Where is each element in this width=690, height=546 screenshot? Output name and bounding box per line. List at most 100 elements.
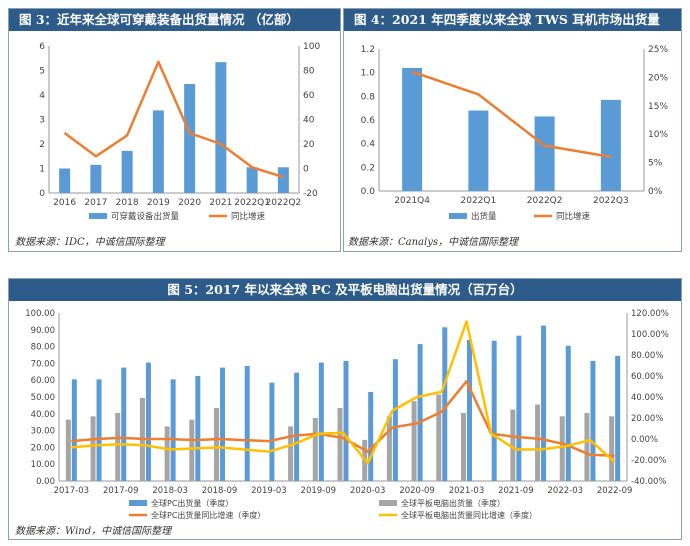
bar-1 <box>246 167 258 193</box>
y-tick-right: 60 <box>303 91 315 101</box>
bar-1 <box>402 67 423 191</box>
bar-2 <box>65 419 71 481</box>
legend-label: 全球平板电脑出货量（季度） <box>401 498 505 508</box>
fig4-panel: 图 4：2021 年四季度以来全球 TWS 耳机市场出货量（亿台） 0.0 0.2… <box>343 8 682 252</box>
y-tick-left: 40.00 <box>31 410 55 420</box>
y-tick-left: 100.00 <box>25 309 55 319</box>
bar-1 <box>318 362 324 481</box>
line-series-2 <box>71 320 616 465</box>
x-tick-label: 2019-03 <box>251 486 287 496</box>
fig4-source: 数据来源：Canalys，中诚信国际整理 <box>348 237 518 248</box>
y-tick-right: 60.00% <box>631 372 663 382</box>
x-tick-label: 2020 <box>178 198 201 208</box>
y-tick-left: 70.00 <box>31 359 55 369</box>
bar-1 <box>184 83 196 193</box>
bar-2 <box>312 418 318 481</box>
y-tick-left: 0.6 <box>361 116 376 126</box>
y-tick-right: 5% <box>648 159 663 169</box>
y-tick-left: 0.8 <box>361 92 376 102</box>
legend-swatch <box>379 500 397 506</box>
y-tick-right: 0 <box>303 165 309 175</box>
bar-1 <box>468 110 489 191</box>
bar-1 <box>615 355 621 481</box>
fig3-chart: 0 1 2 3 4 5 6 -20 0 20 40 60 80 100 2016 2017 2018 2019 20… <box>39 42 320 222</box>
bar-1 <box>215 62 227 193</box>
x-tick-label: 2021Q4 <box>394 196 430 206</box>
bar-1 <box>466 339 472 481</box>
bar-1 <box>534 116 555 191</box>
y-tick-right: 20% <box>648 73 668 83</box>
y-tick-left: 0.4 <box>361 140 376 150</box>
bar-1 <box>277 167 289 193</box>
bar-1 <box>392 359 398 481</box>
fig3-source: 数据来源：IDC，中诚信国际整理 <box>15 237 165 248</box>
y-tick-left: 10.00 <box>31 460 55 470</box>
legend-label: 出货量 <box>471 211 497 222</box>
y-tick-right: 40.00% <box>631 393 663 403</box>
bar-1 <box>491 340 497 481</box>
bar-2 <box>386 416 392 481</box>
bar-2 <box>189 419 195 481</box>
y-tick-left: 5 <box>39 67 45 77</box>
x-tick-label: 2022Q1 <box>234 198 270 208</box>
line-series-1 <box>63 60 284 179</box>
y-tick-left: 0 <box>39 189 45 199</box>
y-tick-left: 0.00 <box>36 477 55 487</box>
bar-1 <box>96 379 102 481</box>
bar-1 <box>417 344 423 481</box>
bar-1 <box>541 325 547 481</box>
y-tick-right: -20 <box>303 189 318 199</box>
y-tick-left: 0.0 <box>361 187 376 197</box>
x-tick-label: 2022Q2 <box>266 198 302 208</box>
bar-1 <box>269 382 275 481</box>
bar-1 <box>59 168 71 193</box>
y-tick-right: 100 <box>303 42 320 52</box>
bar-2 <box>584 412 590 481</box>
bar-1 <box>220 367 226 481</box>
bar-2 <box>510 409 516 481</box>
x-tick-label: 2019-09 <box>301 486 337 496</box>
x-tick-label: 2022Q3 <box>593 196 629 206</box>
bar-2 <box>460 412 466 481</box>
y-tick-left: 2 <box>39 140 45 150</box>
bar-2 <box>411 401 417 481</box>
bar-1 <box>90 164 102 193</box>
y-tick-right: 100.00% <box>631 330 669 340</box>
legend-label: 同比增速 <box>556 211 591 222</box>
legend-label: 全球PC出货量（季度） <box>151 498 233 508</box>
bar-1 <box>565 345 571 481</box>
legend-label: 全球PC出货量同比增速（季度） <box>151 510 265 520</box>
y-tick-left: 60.00 <box>31 376 55 386</box>
bar-1 <box>244 365 250 481</box>
line-series-1 <box>71 380 615 458</box>
y-tick-right: 0.00% <box>631 435 658 445</box>
bar-2 <box>337 407 343 481</box>
bar-1 <box>368 391 374 481</box>
x-tick-label: 2021-03 <box>449 486 485 496</box>
y-tick-left: 1.0 <box>361 69 376 79</box>
bar-2 <box>609 416 615 481</box>
fig4-title: 图 4：2021 年四季度以来全球 TWS 耳机市场出货量（亿台） <box>344 9 681 49</box>
y-tick-right: 20 <box>303 140 315 150</box>
y-tick-left: 6 <box>39 42 45 52</box>
y-tick-left: 1 <box>39 165 45 175</box>
y-tick-right: 120.00% <box>631 309 669 319</box>
bar-2 <box>90 416 96 481</box>
y-tick-right: 10% <box>648 130 668 140</box>
x-tick-label: 2017-09 <box>103 486 139 496</box>
y-tick-left: 0.2 <box>361 163 375 173</box>
y-tick-right: 80.00% <box>631 351 663 361</box>
y-tick-left: 50.00 <box>31 393 55 403</box>
fig5-chart: 0.00 10.00 20.00 30.00 40.00 50.00 60.00 70.00 8… <box>25 309 669 520</box>
x-tick-label: 2022-09 <box>597 486 633 496</box>
x-tick-label: 2016 <box>53 198 76 208</box>
x-tick-label: 2020-03 <box>350 486 386 496</box>
bar-2 <box>288 426 294 481</box>
fig5-panel: 图 5：2017 年以来全球 PC 及平板电脑出货量情况（百万台） 0.00 10… <box>8 278 682 540</box>
x-tick-label: 2022Q2 <box>527 196 563 206</box>
y-tick-left: 30.00 <box>31 427 55 437</box>
bar-2 <box>559 416 565 481</box>
y-tick-left: 4 <box>39 91 45 101</box>
legend-label: 可穿戴设备出货量 <box>111 211 180 222</box>
y-tick-right: -20.00% <box>631 456 666 466</box>
